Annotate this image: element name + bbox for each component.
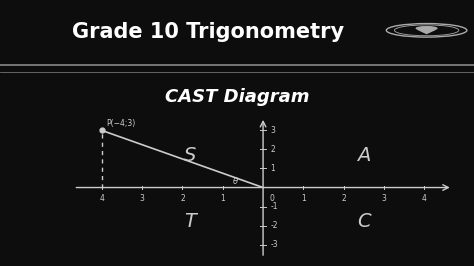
- Text: P(−4;3): P(−4;3): [107, 119, 136, 128]
- Text: θ: θ: [233, 177, 238, 186]
- Circle shape: [416, 27, 437, 30]
- Text: CAST Diagram: CAST Diagram: [165, 89, 309, 106]
- Text: 4: 4: [99, 194, 104, 203]
- Text: S: S: [184, 146, 197, 165]
- Text: C: C: [357, 212, 371, 231]
- Text: 3: 3: [270, 126, 275, 135]
- Text: 3: 3: [140, 194, 145, 203]
- Text: 0: 0: [269, 194, 274, 203]
- Text: 1: 1: [301, 194, 306, 203]
- Text: 3: 3: [382, 194, 386, 203]
- Text: 2: 2: [180, 194, 185, 203]
- Text: 2: 2: [270, 145, 275, 154]
- Text: 4: 4: [422, 194, 427, 203]
- Polygon shape: [418, 30, 435, 34]
- Text: -2: -2: [270, 221, 278, 230]
- Text: 1: 1: [270, 164, 275, 173]
- Text: Grade 10 Trigonometry: Grade 10 Trigonometry: [73, 22, 345, 42]
- Text: T: T: [184, 212, 196, 231]
- Text: A: A: [357, 146, 371, 165]
- Text: 1: 1: [220, 194, 225, 203]
- Text: -1: -1: [270, 202, 278, 211]
- Text: 2: 2: [341, 194, 346, 203]
- Text: -3: -3: [270, 240, 278, 249]
